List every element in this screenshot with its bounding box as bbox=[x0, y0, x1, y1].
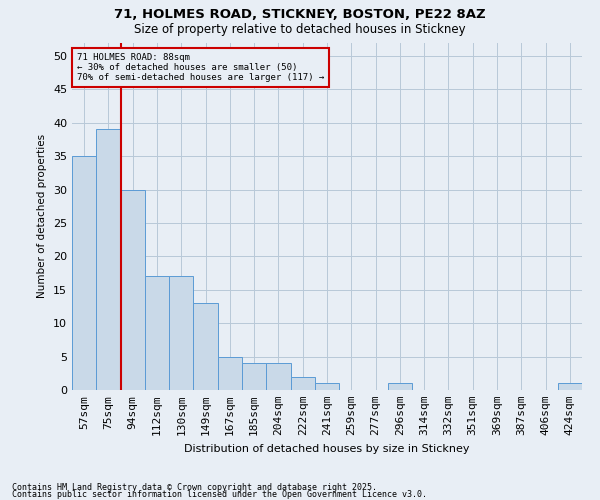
Bar bbox=[388, 384, 412, 390]
Bar bbox=[242, 364, 266, 390]
Bar bbox=[315, 384, 339, 390]
Bar bbox=[193, 303, 218, 390]
Text: 71, HOLMES ROAD, STICKNEY, BOSTON, PE22 8AZ: 71, HOLMES ROAD, STICKNEY, BOSTON, PE22 … bbox=[114, 8, 486, 20]
Bar bbox=[266, 364, 290, 390]
Bar bbox=[558, 384, 582, 390]
Y-axis label: Number of detached properties: Number of detached properties bbox=[37, 134, 47, 298]
Bar bbox=[121, 190, 145, 390]
Text: Size of property relative to detached houses in Stickney: Size of property relative to detached ho… bbox=[134, 22, 466, 36]
Bar bbox=[169, 276, 193, 390]
Bar bbox=[145, 276, 169, 390]
Text: Contains HM Land Registry data © Crown copyright and database right 2025.: Contains HM Land Registry data © Crown c… bbox=[12, 484, 377, 492]
Bar bbox=[218, 356, 242, 390]
Text: 71 HOLMES ROAD: 88sqm
← 30% of detached houses are smaller (50)
70% of semi-deta: 71 HOLMES ROAD: 88sqm ← 30% of detached … bbox=[77, 52, 324, 82]
X-axis label: Distribution of detached houses by size in Stickney: Distribution of detached houses by size … bbox=[184, 444, 470, 454]
Text: Contains public sector information licensed under the Open Government Licence v3: Contains public sector information licen… bbox=[12, 490, 427, 499]
Bar bbox=[290, 376, 315, 390]
Bar bbox=[96, 130, 121, 390]
Bar bbox=[72, 156, 96, 390]
